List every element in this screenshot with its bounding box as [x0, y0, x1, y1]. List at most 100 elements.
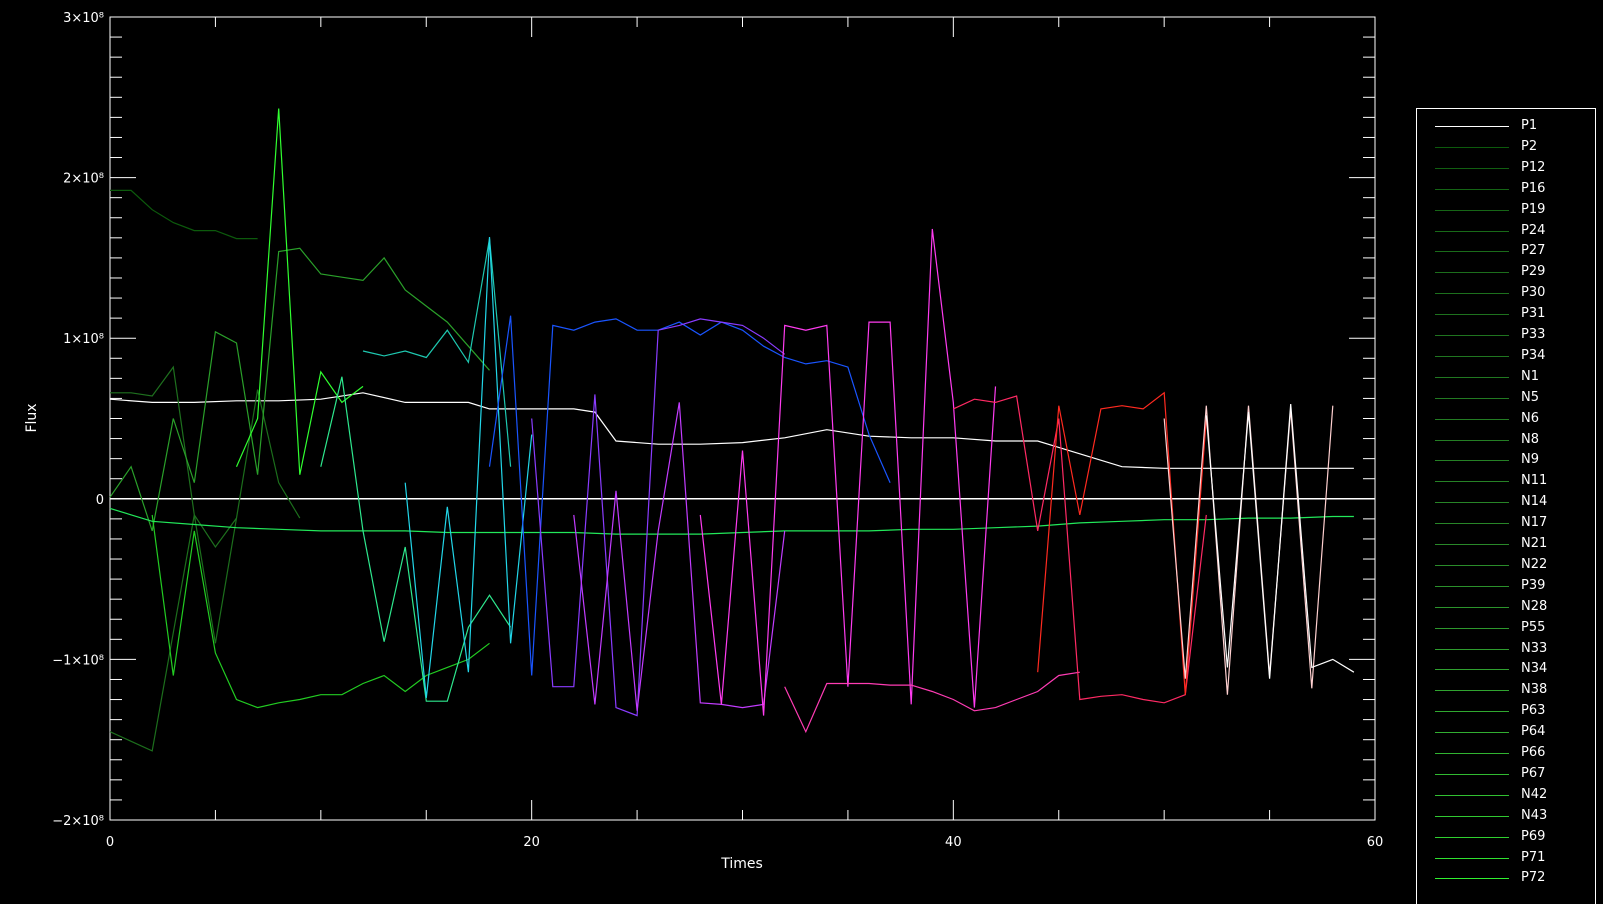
legend-swatch: [1435, 188, 1509, 190]
legend-item: N34: [1417, 660, 1595, 681]
series-line-p16: [110, 365, 237, 549]
legend-item: N38: [1417, 681, 1595, 702]
legend-item: N33: [1417, 640, 1595, 661]
legend-label: N8: [1521, 431, 1539, 447]
legend-swatch: [1435, 815, 1509, 817]
legend-label: N22: [1521, 556, 1548, 572]
legend-label: P33: [1521, 327, 1546, 342]
legend-item: N11: [1417, 472, 1595, 493]
legend-swatch: [1435, 606, 1509, 608]
legend-item: P12: [1417, 159, 1595, 180]
legend-item: P67: [1417, 765, 1595, 786]
legend-item: P2: [1417, 138, 1595, 159]
legend-swatch: [1435, 209, 1509, 211]
legend-swatch: [1435, 523, 1509, 525]
legend-swatch: [1435, 544, 1509, 545]
legend-label: P24: [1521, 222, 1546, 238]
legend-item: N1: [1417, 368, 1595, 389]
series-line-p34: [109, 507, 1354, 535]
legend-swatch: [1435, 167, 1509, 169]
x-tick-label: 20: [523, 835, 540, 850]
legend-label: P1: [1521, 118, 1538, 133]
legend-swatch: [1435, 627, 1509, 629]
series-line-p72: [1205, 403, 1355, 679]
legend-swatch: [1435, 230, 1509, 232]
legend-swatch: [1435, 460, 1509, 462]
legend-label: N33: [1521, 640, 1548, 656]
legend-label: N11: [1521, 473, 1548, 489]
legend-item: P16: [1417, 180, 1595, 201]
legend-item: P31: [1417, 305, 1595, 326]
legend-label: P55: [1521, 619, 1546, 635]
legend-item: P64: [1417, 723, 1595, 744]
legend-item: N28: [1417, 598, 1595, 619]
y-tick-label: 3×10⁸: [63, 11, 104, 26]
y-tick-label: 0: [96, 493, 104, 508]
x-tick-label: 0: [106, 835, 114, 850]
legend-swatch: [1435, 878, 1509, 880]
legend-label: P16: [1521, 180, 1546, 196]
legend-item: P33: [1417, 326, 1595, 347]
legend-swatch: [1435, 669, 1509, 671]
y-axis-label: Flux: [24, 403, 40, 432]
legend-swatch: [1435, 585, 1509, 587]
legend-label: P27: [1521, 243, 1546, 259]
legend-swatch: [1435, 293, 1509, 295]
legend-swatch: [1435, 753, 1509, 754]
y-tick-label: 2×10⁸: [63, 172, 104, 187]
legend-item: P19: [1417, 201, 1595, 222]
y-axis-ticks: −2×10⁸ −1×10⁸ 0 1×10⁸ 2×10⁸ 3×10⁸: [52, 11, 1375, 829]
legend-item: P71: [1417, 849, 1595, 870]
series-line-p71: [1163, 405, 1334, 695]
legend-label: N34: [1521, 661, 1548, 677]
series-line-n28: [573, 402, 786, 711]
legend-item: N21: [1417, 535, 1595, 556]
series-line-n42: [784, 671, 1080, 734]
series-line-n8: [404, 236, 533, 698]
series-layer: [109, 108, 1355, 752]
legend-item: P55: [1417, 619, 1595, 640]
legend-label: P30: [1521, 285, 1546, 301]
legend: P1 P2 P12 P16 P19 P24 P27 P29 P30 P31 P33 P34 N1 N5 N6…: [1416, 108, 1596, 904]
legend-item: N9: [1417, 451, 1595, 472]
series-line-n11: [488, 315, 891, 676]
legend-label: N42: [1521, 786, 1548, 802]
legend-label: N43: [1521, 807, 1548, 823]
series-line-p2: [110, 189, 258, 240]
legend-item: P29: [1417, 263, 1595, 284]
legend-item: P30: [1417, 284, 1595, 305]
legend-item: N17: [1417, 514, 1595, 535]
legend-label: N17: [1521, 515, 1548, 531]
legend-swatch: [1435, 418, 1509, 420]
legend-label: P66: [1521, 745, 1546, 760]
legend-swatch: [1435, 481, 1509, 483]
legend-swatch: [1435, 439, 1509, 441]
legend-swatch: [1435, 126, 1509, 127]
legend-item: P72: [1417, 869, 1595, 890]
legend-swatch: [1435, 836, 1509, 838]
legend-swatch: [1435, 502, 1509, 504]
legend-item: N14: [1417, 493, 1595, 514]
legend-label: P63: [1521, 703, 1546, 719]
legend-label: P72: [1521, 870, 1546, 886]
legend-item: N5: [1417, 389, 1595, 410]
legend-label: P34: [1521, 347, 1546, 363]
legend-label: N38: [1521, 682, 1548, 698]
legend-item: P39: [1417, 577, 1595, 598]
series-line-n34: [699, 228, 997, 716]
series-line-p1: [109, 392, 1354, 469]
legend-label: P31: [1521, 306, 1546, 322]
series-line-n21: [531, 318, 786, 717]
legend-label: P39: [1521, 577, 1546, 593]
legend-label: P19: [1521, 201, 1546, 217]
legend-swatch: [1435, 857, 1509, 859]
legend-swatch: [1435, 564, 1509, 566]
series-line-n5: [362, 238, 512, 467]
legend-label: N1: [1521, 368, 1539, 384]
legend-swatch: [1435, 732, 1509, 734]
series-line-p24: [109, 247, 490, 532]
legend-label: P2: [1521, 138, 1538, 154]
legend-swatch: [1435, 251, 1509, 253]
legend-label: P67: [1521, 765, 1546, 781]
